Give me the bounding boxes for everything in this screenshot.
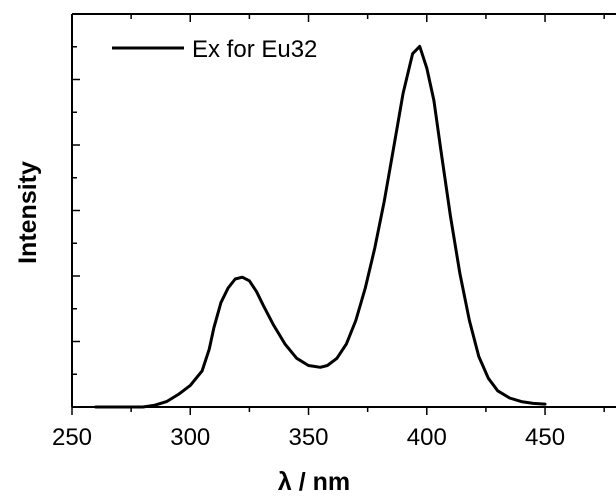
y-axis-title: Intensity <box>14 161 42 264</box>
x-tick-label: 450 <box>525 424 565 451</box>
legend-label: Ex for Eu32 <box>192 36 317 63</box>
x-tick-label: 400 <box>407 424 447 451</box>
x-tick-label: 300 <box>170 424 210 451</box>
x-tick-label: 350 <box>288 424 328 451</box>
x-tick-labels: 250 300 350 400 450 <box>52 424 565 451</box>
x-axis-title: λ / nm <box>278 468 350 496</box>
legend: Ex for Eu32 <box>112 36 317 63</box>
series-layer <box>94 44 547 409</box>
series-line <box>94 44 547 409</box>
x-tick-label: 250 <box>52 424 92 451</box>
